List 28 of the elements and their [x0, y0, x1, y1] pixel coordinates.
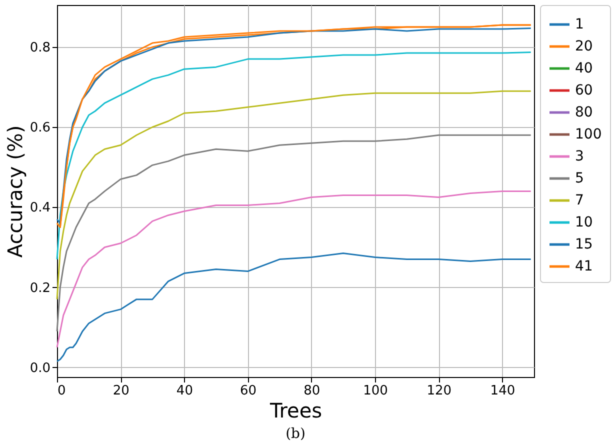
- x-tick-label: 80: [304, 384, 320, 398]
- legend-label: 40: [575, 60, 593, 76]
- y-tick-label: 0.0: [30, 360, 50, 376]
- legend-label: 41: [575, 258, 593, 274]
- legend-label: 100: [575, 126, 602, 142]
- x-tick-label: 100: [363, 384, 388, 398]
- legend-label: 15: [575, 236, 593, 252]
- y-tick-label: 0.8: [30, 40, 50, 56]
- x-tick-label: 60: [240, 384, 257, 398]
- legend-label: 20: [575, 38, 593, 54]
- legend-label: 80: [575, 104, 593, 120]
- legend-label: 5: [575, 170, 584, 186]
- x-tick-label: 120: [426, 384, 452, 398]
- y-axis-title: Accuracy (%): [2, 125, 27, 258]
- y-tick-label: 0.4: [30, 200, 50, 216]
- x-axis-title: Trees: [268, 398, 322, 422]
- x-tick-label: 40: [176, 384, 193, 398]
- legend-label: 60: [575, 82, 593, 98]
- y-tick-label: 0.2: [30, 280, 50, 296]
- x-tick-label: 0: [58, 384, 66, 398]
- x-tick-label: 20: [112, 384, 130, 398]
- legend-label: 10: [575, 214, 593, 230]
- legend-label: 3: [575, 148, 584, 164]
- y-tick-label: 0.6: [30, 120, 50, 136]
- text: (b): [286, 426, 306, 442]
- legend-label: 7: [575, 192, 584, 208]
- x-tick-label: 140: [490, 384, 516, 398]
- legend-label: 1: [575, 16, 584, 32]
